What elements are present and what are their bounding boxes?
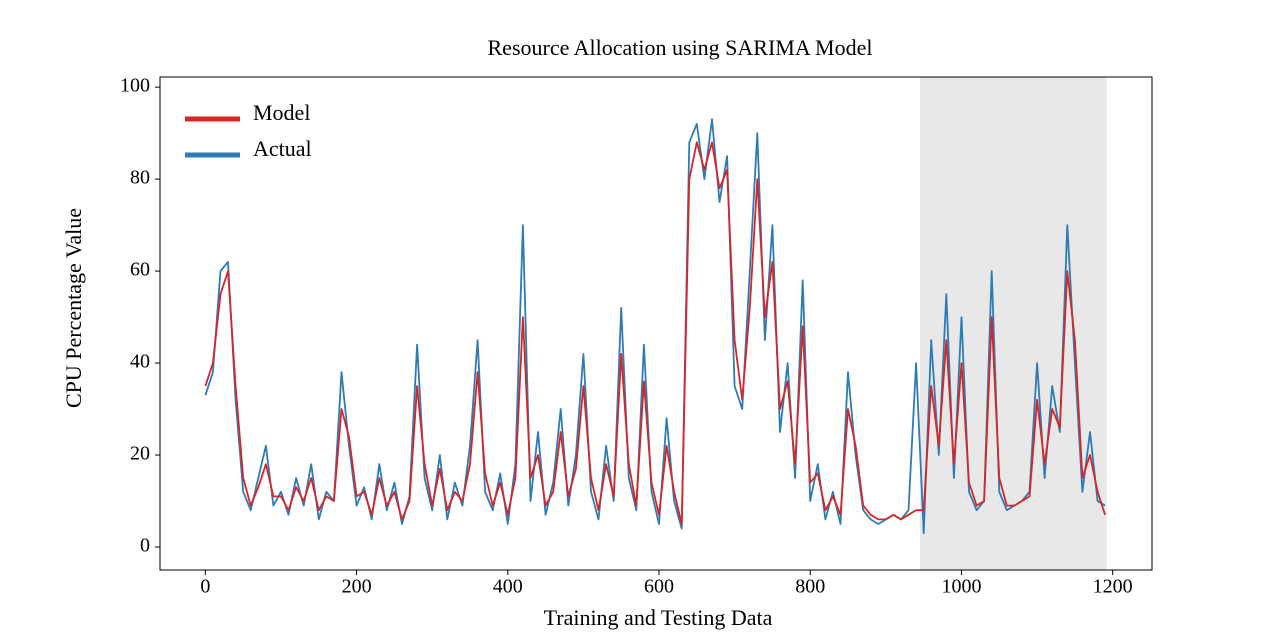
x-tick-label: 800 <box>795 576 825 598</box>
y-axis-label: CPU Percentage Value <box>61 208 86 408</box>
y-tick-label: 20 <box>130 443 150 465</box>
y-tick-label: 80 <box>130 167 150 189</box>
plot-frame <box>159 76 1153 571</box>
x-tick-label: 1200 <box>1093 576 1133 598</box>
x-axis-label: Training and Testing Data <box>544 605 773 630</box>
legend-label: Actual <box>253 136 312 161</box>
x-tick-label: 200 <box>342 576 372 598</box>
highlight-region <box>919 77 1107 570</box>
y-tick-label: 40 <box>130 351 150 373</box>
series-line <box>204 141 1106 525</box>
x-tick-label: 600 <box>644 576 674 598</box>
x-tick-label: 400 <box>493 576 523 598</box>
x-tick-label: 0 <box>200 576 210 598</box>
x-tick-label: 1000 <box>941 576 981 598</box>
y-tick-label: 0 <box>140 535 150 557</box>
chart-title: Resource Allocation using SARIMA Model <box>488 35 873 60</box>
y-tick-label: 60 <box>130 259 150 281</box>
y-tick-label: 100 <box>120 75 150 97</box>
legend-label: Model <box>253 100 310 125</box>
